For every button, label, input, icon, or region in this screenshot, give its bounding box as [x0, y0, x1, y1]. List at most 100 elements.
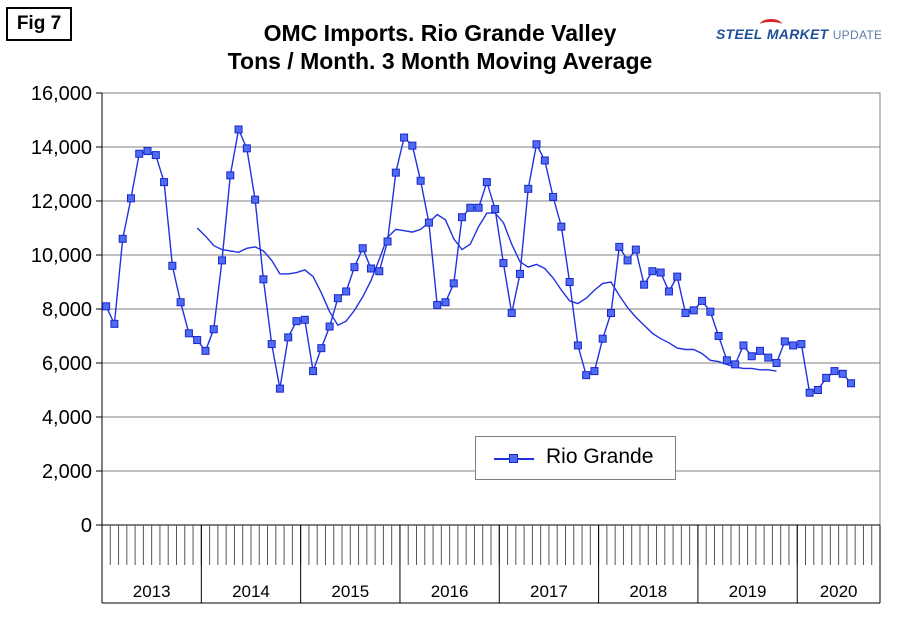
data-point-marker: [780, 337, 789, 346]
y-tick-label: 8,000: [42, 299, 92, 321]
x-year-label: 2018: [629, 582, 667, 601]
x-year-label: 2017: [530, 582, 568, 601]
data-point-marker: [267, 340, 276, 349]
y-tick-label: 4,000: [42, 407, 92, 429]
data-point-marker: [408, 141, 417, 150]
data-point-marker: [722, 356, 731, 365]
y-tick-label: 2,000: [42, 461, 92, 483]
data-point-marker: [582, 371, 591, 380]
data-point-marker: [259, 275, 268, 284]
data-point-marker: [524, 184, 533, 193]
data-point-marker: [714, 332, 723, 340]
data-point-marker: [822, 373, 831, 382]
data-point-marker: [118, 234, 127, 243]
data-point-marker: [499, 259, 508, 268]
data-point-marker: [515, 269, 524, 278]
data-point-marker: [772, 359, 781, 367]
data-point-marker: [813, 386, 822, 394]
data-point-marker: [540, 156, 549, 165]
data-point-marker: [242, 144, 251, 153]
data-point-marker: [797, 340, 806, 349]
x-year-label: 2013: [133, 582, 171, 601]
data-point-marker: [366, 264, 375, 273]
data-point-marker: [689, 306, 698, 315]
data-point-marker: [251, 195, 260, 204]
legend-square-marker-icon: [509, 454, 518, 463]
data-point-marker: [184, 329, 193, 338]
data-point-marker: [449, 279, 458, 288]
figure-label: Fig 7: [6, 7, 72, 41]
data-point-marker: [309, 367, 318, 376]
data-point-marker: [598, 334, 607, 343]
data-point-marker: [292, 317, 301, 326]
data-point-marker: [747, 352, 756, 361]
data-point-marker: [623, 256, 632, 265]
data-point-marker: [507, 309, 516, 318]
data-point-marker: [789, 341, 798, 350]
legend: Rio Grande: [475, 436, 676, 480]
data-point-marker: [549, 192, 558, 201]
data-point-marker: [458, 213, 467, 222]
data-point-marker: [350, 263, 359, 272]
data-point-marker: [847, 379, 856, 388]
data-point-marker: [176, 298, 185, 307]
chart-title-line1: OMC Imports. Rio Grande Valley: [263, 20, 617, 46]
steel-market-update-logo: STEEL MARKET UPDATE: [716, 19, 906, 50]
data-point-marker: [209, 325, 218, 334]
data-point-marker: [698, 296, 707, 305]
data-point-marker: [830, 367, 839, 376]
data-point-marker: [557, 222, 566, 231]
series-line-moving-average: [196, 212, 777, 372]
data-point-marker: [664, 287, 673, 296]
data-point-marker: [284, 333, 293, 342]
data-point-marker: [441, 298, 450, 307]
data-point-marker: [218, 256, 227, 265]
data-point-marker: [631, 245, 640, 254]
y-tick-label: 14,000: [31, 137, 92, 159]
data-point-marker: [673, 272, 682, 281]
data-point-marker: [400, 133, 409, 142]
x-year-label: 2019: [729, 582, 767, 601]
logo-swoosh-icon: [760, 19, 782, 30]
data-point-marker: [201, 346, 210, 355]
data-point-marker: [193, 336, 202, 345]
data-point-marker: [573, 341, 582, 350]
data-point-marker: [640, 280, 649, 289]
chart-title-line2: Tons / Month. 3 Month Moving Average: [227, 48, 653, 74]
data-point-marker: [135, 149, 144, 158]
data-point-marker: [342, 287, 351, 296]
data-point-marker: [416, 176, 425, 185]
data-point-marker: [275, 384, 284, 393]
data-point-marker: [532, 140, 541, 149]
data-point-marker: [333, 294, 342, 303]
data-point-marker: [110, 319, 119, 328]
data-point-marker: [168, 261, 177, 270]
y-tick-label: 16,000: [31, 83, 92, 105]
logo-word-market: MARKET: [766, 26, 829, 42]
data-point-marker: [739, 341, 748, 350]
data-point-marker: [126, 194, 135, 203]
data-point-marker: [482, 178, 491, 187]
data-point-marker: [466, 203, 475, 212]
y-tick-label: 0: [81, 515, 92, 537]
logo-word-update: UPDATE: [832, 28, 883, 42]
data-point-marker: [358, 244, 367, 253]
y-tick-label: 6,000: [42, 353, 92, 375]
data-point-marker: [160, 178, 169, 187]
data-point-marker: [151, 151, 160, 160]
data-point-marker: [755, 346, 764, 355]
legend-label: Rio Grande: [546, 445, 654, 468]
data-point-marker: [565, 278, 574, 286]
data-point-marker: [433, 300, 442, 309]
data-point-marker: [391, 168, 400, 177]
data-point-marker: [226, 171, 235, 180]
x-year-label: 2016: [431, 582, 469, 601]
data-point-marker: [615, 242, 624, 251]
data-point-marker: [648, 267, 657, 276]
logo-word-steel: STEEL: [716, 26, 763, 42]
data-point-marker: [325, 322, 334, 331]
data-point-marker: [607, 309, 616, 318]
data-point-marker: [590, 367, 599, 376]
data-point-marker: [317, 344, 326, 353]
